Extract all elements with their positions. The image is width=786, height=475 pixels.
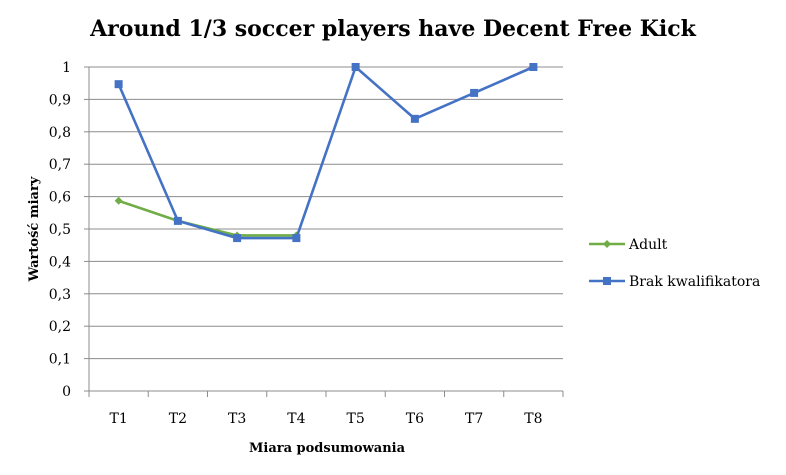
y-axis-label: Wartość miary: [27, 176, 42, 282]
data-point: [233, 234, 242, 243]
y-tick-label: 0,3: [49, 287, 71, 303]
x-tick-label: T6: [406, 411, 424, 427]
y-tick-label: 0,7: [49, 157, 71, 173]
legend-marker: [603, 240, 611, 248]
y-tick-label: 0,5: [49, 222, 71, 238]
y-tick-label: 0,1: [49, 352, 71, 368]
y-tick-label: 0,9: [49, 92, 71, 108]
data-point: [173, 216, 182, 225]
grid-lines: [89, 66, 563, 360]
x-tick-label: T5: [347, 411, 365, 427]
legend-label: Adult: [628, 237, 668, 253]
legend-label: Brak kwalifikatora: [629, 274, 760, 290]
series-0: [114, 196, 301, 240]
x-tick-label: T3: [228, 411, 246, 427]
x-tick-label: T4: [287, 411, 305, 427]
y-tick-label: 0,8: [49, 125, 71, 141]
y-tick-label: 0,2: [49, 319, 71, 335]
x-tick-label: T7: [465, 411, 483, 427]
data-point: [114, 196, 123, 205]
data-point: [114, 80, 123, 89]
chart-title: Around 1/3 soccer players have Decent Fr…: [89, 16, 697, 42]
legend: Adult Brak kwalifikatora: [589, 237, 760, 290]
y-tick-label: 0,4: [49, 254, 71, 270]
data-point: [529, 63, 538, 71]
x-axis: T1 T2 T3 T4 T5 T6 T7 T8: [88, 67, 564, 427]
y-axis-ticks: 0 0,1 0,2 0,3 0,4 0,5 0,6 0,7 0,8 0,9 1: [49, 60, 89, 400]
data-point: [351, 63, 360, 71]
x-tick-label: T8: [524, 411, 542, 427]
series-layer: [114, 63, 538, 243]
y-tick-label: 0: [62, 384, 71, 400]
legend-marker: [603, 277, 611, 285]
data-point: [410, 114, 419, 123]
series-line: [117, 65, 534, 240]
y-tick-label: 1: [62, 60, 71, 76]
series-1: [114, 63, 538, 243]
x-tick-label: T1: [110, 411, 128, 427]
data-point: [470, 88, 479, 97]
data-point: [292, 234, 301, 243]
x-axis-label: Miara podsumowania: [249, 441, 406, 456]
y-tick-label: 0,6: [49, 190, 71, 206]
x-tick-label: T2: [169, 411, 187, 427]
